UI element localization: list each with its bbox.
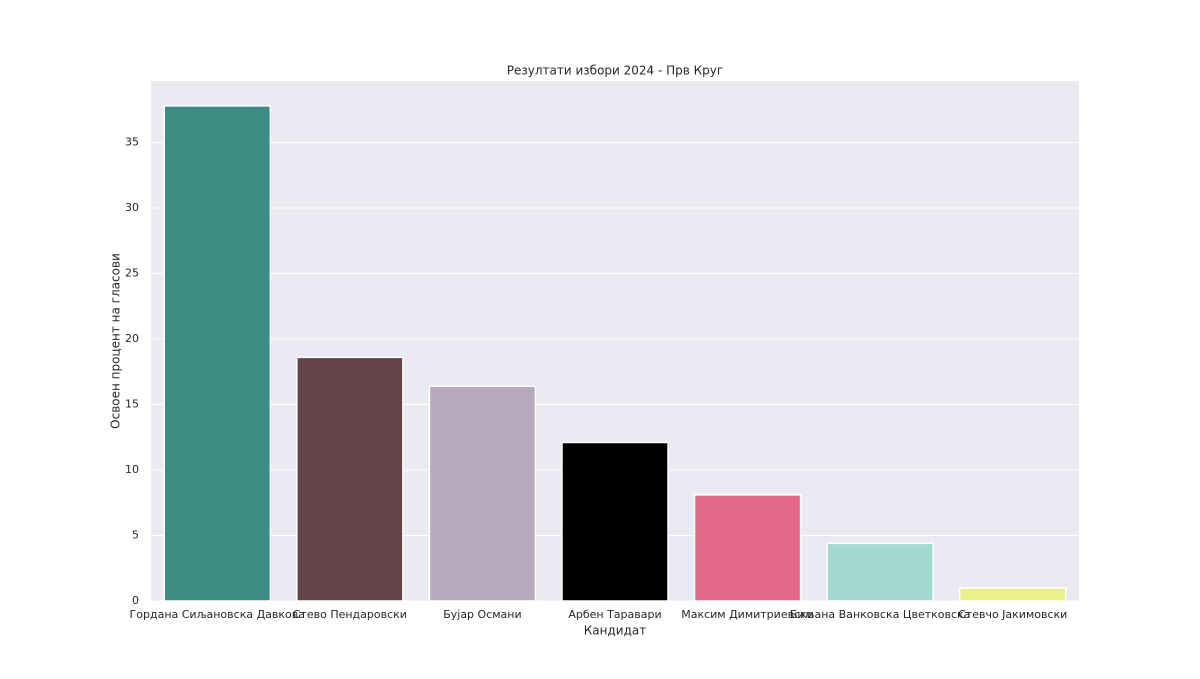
x-tick-label: Биљана Ванковска Цветковска <box>790 608 971 621</box>
y-tick-label: 5 <box>132 529 139 542</box>
x-tick-label: Максим Димитриевски <box>681 608 814 621</box>
y-tick-label: 20 <box>125 332 139 345</box>
x-axis-label: Кандидат <box>584 624 646 638</box>
bar <box>428 385 537 602</box>
bar <box>561 441 669 602</box>
bar <box>693 494 802 602</box>
bar <box>958 587 1067 602</box>
x-tick-label: Стевчо Јакимовски <box>958 608 1067 621</box>
bar <box>296 356 404 602</box>
x-tick-label: Стево Пендаровски <box>293 608 407 621</box>
y-tick-label: 10 <box>125 463 139 476</box>
bar <box>163 105 272 602</box>
y-tick-label: 25 <box>125 267 139 280</box>
y-axis-label: Освоен процент на гласови <box>109 253 123 429</box>
x-tick-label: Гордана Сиљановска Давкова <box>130 608 305 621</box>
y-tick-label: 0 <box>132 594 139 607</box>
y-tick-label: 15 <box>125 398 139 411</box>
y-tick-label: 30 <box>125 201 139 214</box>
bar <box>826 542 934 602</box>
x-tick-label: Арбен Таравари <box>568 608 661 621</box>
x-tick-label: Бујар Османи <box>443 608 521 621</box>
chart-title: Резултати избори 2024 - Прв Круг <box>507 64 723 78</box>
y-tick-label: 35 <box>125 136 139 149</box>
